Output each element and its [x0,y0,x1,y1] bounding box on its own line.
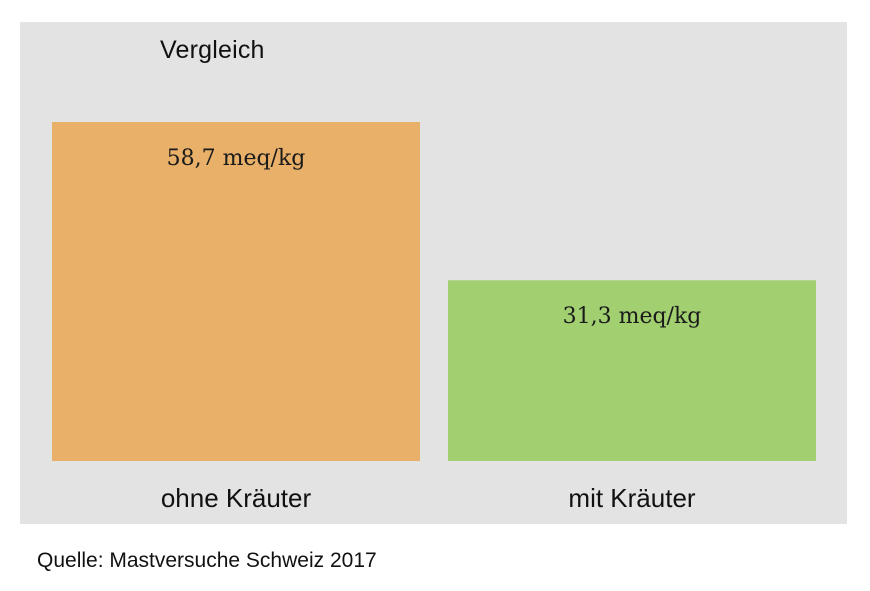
category-label-1: ohne Kräuter [161,483,312,513]
bar-value-label-1: 58,7 meq/kg [167,146,306,171]
category-label-2: mit Kräuter [568,483,695,513]
bar-1 [52,122,420,461]
source-note: Quelle: Mastversuche Schweiz 2017 [37,549,377,572]
chart-title: Vergleich [160,36,265,64]
bar-2 [448,280,816,461]
bar-value-label-2: 31,3 meq/kg [563,304,702,329]
